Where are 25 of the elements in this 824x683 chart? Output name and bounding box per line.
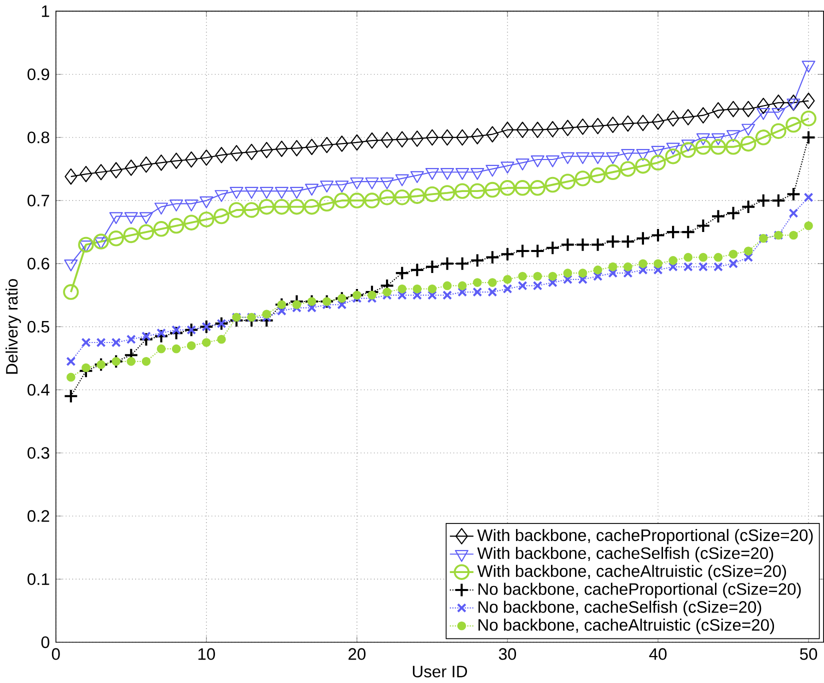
legend-label: With backbone, cacheProportional (cSize=20)	[477, 528, 813, 544]
y-axis-title: Delivery ratio	[6, 279, 21, 374]
y-tick-label: 0.8	[28, 132, 50, 144]
legend-label: With backbone, cacheAltruistic (cSize=20)	[477, 564, 786, 580]
y-tick-label: 0.1	[28, 573, 50, 586]
y-tick-label: 0.4	[28, 384, 50, 396]
x-tick-label: 30	[498, 648, 516, 660]
y-tick-label: 0.9	[28, 68, 50, 80]
y-tick-label: 0.3	[28, 447, 50, 459]
y-tick-label: 0.6	[28, 258, 50, 270]
x-tick-label: 40	[649, 648, 667, 660]
legend-label: No backbone, cacheAltruistic (cSize=20)	[478, 618, 774, 634]
y-tick-label: 0.7	[28, 194, 50, 206]
x-axis-title: User ID	[412, 666, 467, 678]
x-tick-label: 20	[348, 648, 366, 660]
y-tick-label: 0.2	[28, 510, 50, 522]
legend-label: No backbone, cacheSelfish (cSize=20)	[478, 600, 762, 616]
x-tick-label: 0	[52, 648, 60, 660]
legend-label: With backbone, cacheSelfish (cSize=20)	[477, 546, 774, 562]
y-tick-label: 0	[41, 636, 50, 648]
x-tick-label: 10	[198, 648, 215, 660]
y-tick-label: 0.5	[28, 320, 50, 333]
y-tick-label: 1	[42, 6, 50, 17]
legend-label: No backbone, cacheProportional (cSize=20)	[478, 582, 801, 598]
x-tick-label: 50	[800, 648, 818, 660]
